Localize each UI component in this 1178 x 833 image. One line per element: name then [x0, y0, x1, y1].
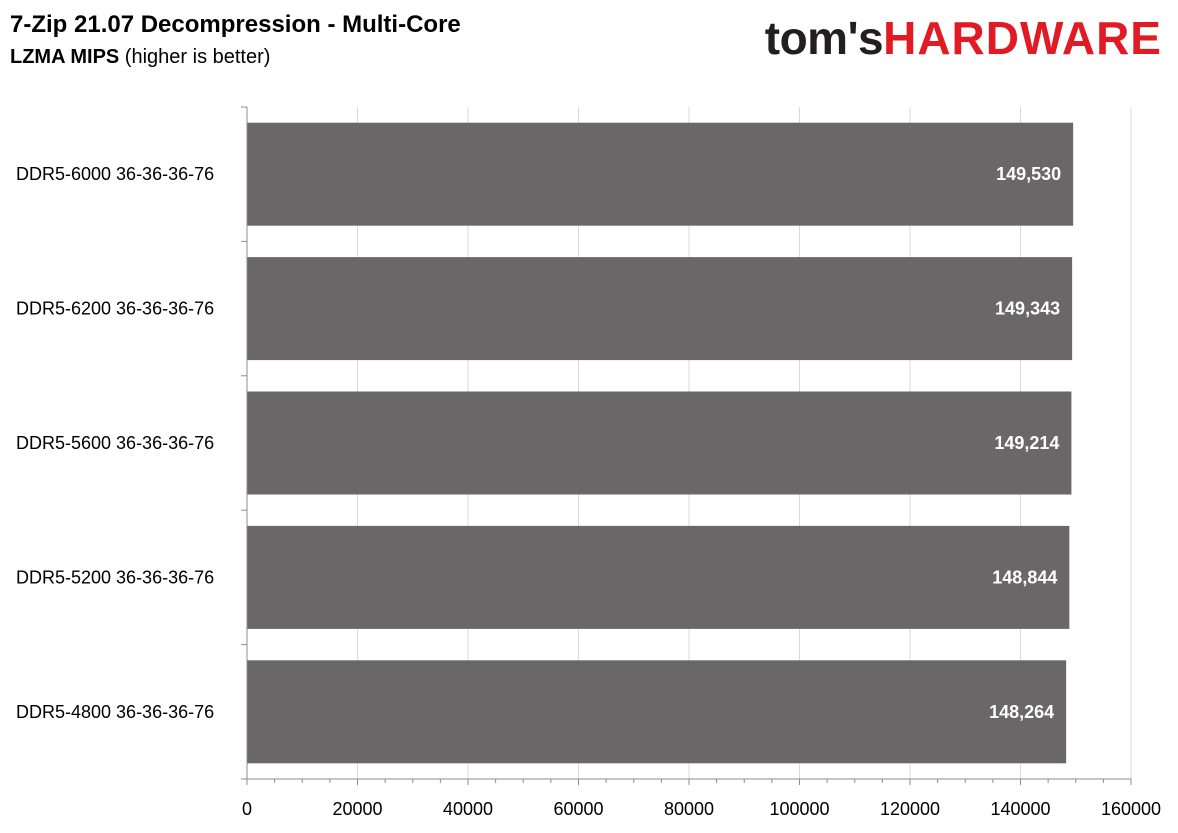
brand-logo: tom'sHARDWARE	[765, 8, 1162, 68]
chart-subtitle: LZMA MIPS (higher is better)	[10, 44, 270, 70]
bar	[247, 660, 1067, 764]
x-tick-label: 20000	[332, 799, 382, 819]
category-label: DDR5-6200 36-36-36-76	[16, 299, 214, 319]
bar	[247, 525, 1070, 629]
labels: 149,530 DDR5-6000 36-36-36-76 149,343 DDR5-…	[16, 164, 1061, 722]
x-tick-label: 120000	[880, 799, 940, 819]
category-label: DDR5-5600 36-36-36-76	[16, 433, 214, 453]
bar	[247, 391, 1072, 495]
bar	[247, 122, 1074, 226]
subtitle-metric: LZMA MIPS	[10, 46, 120, 68]
bar-data-label: 149,343	[995, 299, 1060, 319]
category-label: DDR5-4800 36-36-36-76	[16, 702, 214, 722]
bars	[247, 122, 1074, 764]
subtitle-note: (higher is better)	[119, 46, 271, 68]
bar-data-label: 149,530	[996, 164, 1061, 184]
logo-part-toms: tom's	[764, 12, 884, 64]
x-tick-label: 100000	[769, 799, 829, 819]
x-tick-label: 60000	[553, 799, 603, 819]
logo-part-hardware: HARDWARE	[883, 12, 1162, 64]
axes: 0 20000 40000 60000 80000 100000 120000 140000 1…	[241, 106, 1161, 819]
bar	[247, 257, 1073, 361]
category-label: DDR5-5200 36-36-36-76	[16, 567, 214, 587]
category-label: DDR5-6000 36-36-36-76	[16, 164, 214, 184]
bar-data-label: 148,844	[992, 567, 1057, 587]
x-tick-label: 140000	[990, 799, 1050, 819]
x-tick-label: 40000	[443, 799, 493, 819]
bar-data-label: 148,264	[989, 702, 1054, 722]
bar-data-label: 149,214	[994, 433, 1059, 453]
x-tick-label: 160000	[1101, 799, 1161, 819]
x-tick-label: 80000	[664, 799, 714, 819]
chart-title: 7-Zip 21.07 Decompression - Multi-Core	[10, 11, 461, 38]
x-tick-label: 0	[242, 799, 252, 819]
